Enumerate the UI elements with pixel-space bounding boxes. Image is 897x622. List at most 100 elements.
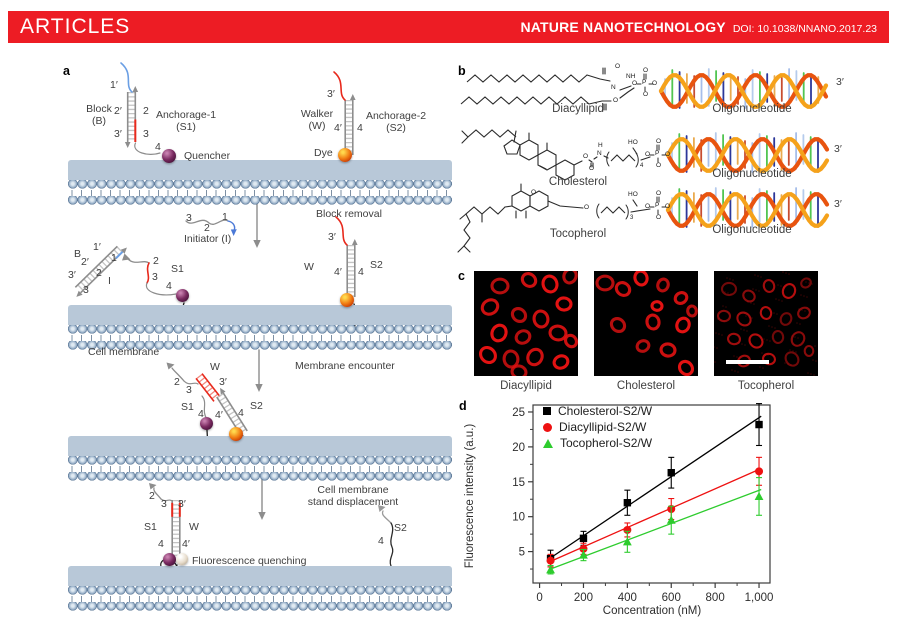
micrograph-caption: Cholesterol (616, 380, 676, 392)
atom-label: O (656, 214, 662, 221)
quencher-sphere (163, 553, 176, 566)
oligonucleotide-label: Oligonucleotide (712, 224, 792, 236)
strand-label: 4 (357, 122, 363, 134)
strand-label: 3 (186, 212, 192, 224)
atom-label: P (655, 150, 660, 157)
articles-heading: ARTICLES (20, 15, 131, 38)
membrane-surface (68, 160, 452, 180)
lipid-bilayer-1 (68, 160, 452, 206)
subscript-label: 4 (640, 163, 644, 169)
journal-title: NATURE NANOTECHNOLOGY (520, 19, 726, 35)
atom-label: H (598, 142, 603, 149)
strand-label: 2′ (114, 105, 122, 117)
atom-label: O (665, 151, 671, 158)
anchorage1-label: Anchorage-1 (S1) (155, 109, 217, 134)
atom-label: O (613, 97, 619, 104)
oligonucleotide-label: Oligonucleotide (712, 103, 792, 115)
strand-label: B (74, 248, 82, 260)
membrane-surface (68, 566, 452, 586)
quencher-sphere (200, 417, 213, 430)
atom-label: P (655, 202, 660, 209)
circle-marker-icon (543, 422, 552, 432)
membrane-heads (68, 325, 452, 335)
strand-label: 2 (204, 222, 210, 234)
membrane-encounter-label: Membrane encounter (295, 360, 395, 372)
svg-text:0: 0 (536, 592, 542, 604)
strand-label: 4′ (334, 122, 342, 134)
strand-label: 3 (161, 498, 167, 510)
strand-label: 3′ (327, 88, 335, 100)
strand-label: 4 (378, 535, 384, 547)
strand-label: 4 (358, 266, 364, 278)
legend-item-diacyllipid: Diacyllipid-S2/W (543, 419, 652, 435)
strand-label: 4 (158, 538, 164, 550)
legend-label: Diacyllipid-S2/W (559, 420, 647, 434)
y-axis-title: Fluorescence intensity (a.u.) (464, 423, 476, 569)
panel-c-label: c (458, 269, 465, 283)
micrograph-caption: Diacyllipid (500, 380, 552, 392)
panel-b-artwork (457, 67, 830, 253)
micrograph-tocopherol (714, 271, 818, 376)
triangle-marker-icon (543, 438, 553, 448)
svg-text:200: 200 (574, 592, 593, 604)
walker-label: Walker (W) (300, 108, 334, 133)
membrane-heads (68, 196, 452, 206)
micrograph-diacyllipid (474, 271, 578, 376)
membrane-heads (68, 341, 452, 351)
legend-label: Tocopherol-S2/W (560, 436, 653, 450)
atom-label: HO (628, 139, 638, 146)
strand-label: 4′ (182, 538, 190, 550)
dye-sphere (229, 427, 243, 441)
subscript-label: 3 (630, 215, 634, 221)
strand-label: 2 (96, 267, 102, 279)
strand-label: 4′ (334, 266, 342, 278)
atom-label: HO (628, 191, 638, 198)
membrane-tails (68, 466, 452, 472)
atom-label: N (597, 150, 602, 157)
panel-d-label: d (459, 399, 467, 413)
quencher-label: Quencher (184, 150, 231, 162)
membrane-heads (68, 602, 452, 612)
chart-legend: Cholesterol-S2/W Diacyllipid-S2/W Tocoph… (543, 403, 652, 451)
atom-label: O (583, 153, 589, 160)
block-removal-label: Block removal (316, 208, 382, 220)
membrane-heads (68, 472, 452, 482)
micrograph-caption: Tocopherol (737, 380, 795, 392)
atom-label: O (584, 204, 590, 211)
strand-label: 3 (83, 284, 89, 296)
strand-label: 1 (111, 252, 117, 264)
three-prime-label: 3′ (834, 143, 842, 155)
strand-label: 3′ (114, 128, 122, 140)
initiator-label: Initiator (I) (184, 233, 232, 245)
strand-label: 3 (143, 128, 149, 140)
atom-label: O (589, 165, 595, 172)
x-axis-title: Concentration (nM) (602, 605, 702, 617)
membrane-heads (68, 586, 452, 596)
strand-label: 3′ (68, 269, 76, 281)
strand-label: 2′ (81, 256, 89, 268)
diacyllipid-structure-label: Diacyllipid (552, 103, 604, 115)
three-prime-label: 3′ (836, 76, 844, 88)
block-label: Block (B) (86, 103, 112, 128)
square-marker-icon (543, 407, 551, 415)
strand-label: 4 (155, 141, 161, 153)
svg-text:15: 15 (512, 477, 525, 489)
atom-label: P (642, 79, 647, 86)
membrane-heads (68, 180, 452, 190)
atom-label: O (645, 203, 651, 210)
membrane-heads (68, 456, 452, 466)
panel-b-label: b (458, 64, 466, 78)
fluorescence-quenching-label: Fluorescence quenching (192, 555, 307, 567)
svg-text:600: 600 (662, 592, 681, 604)
atom-label: N (611, 84, 616, 91)
atom-label: O (656, 162, 662, 169)
svg-text:20: 20 (512, 442, 525, 454)
quenched-dye-sphere (176, 553, 188, 565)
s1-label: S1 (181, 401, 194, 413)
strand-label: 2 (153, 255, 159, 267)
three-prime-label: 3′ (834, 198, 842, 210)
membrane-surface (68, 436, 452, 456)
svg-text:1,000: 1,000 (745, 592, 774, 604)
legend-label: Cholesterol-S2/W (558, 404, 653, 418)
atom-label: O (656, 138, 662, 145)
